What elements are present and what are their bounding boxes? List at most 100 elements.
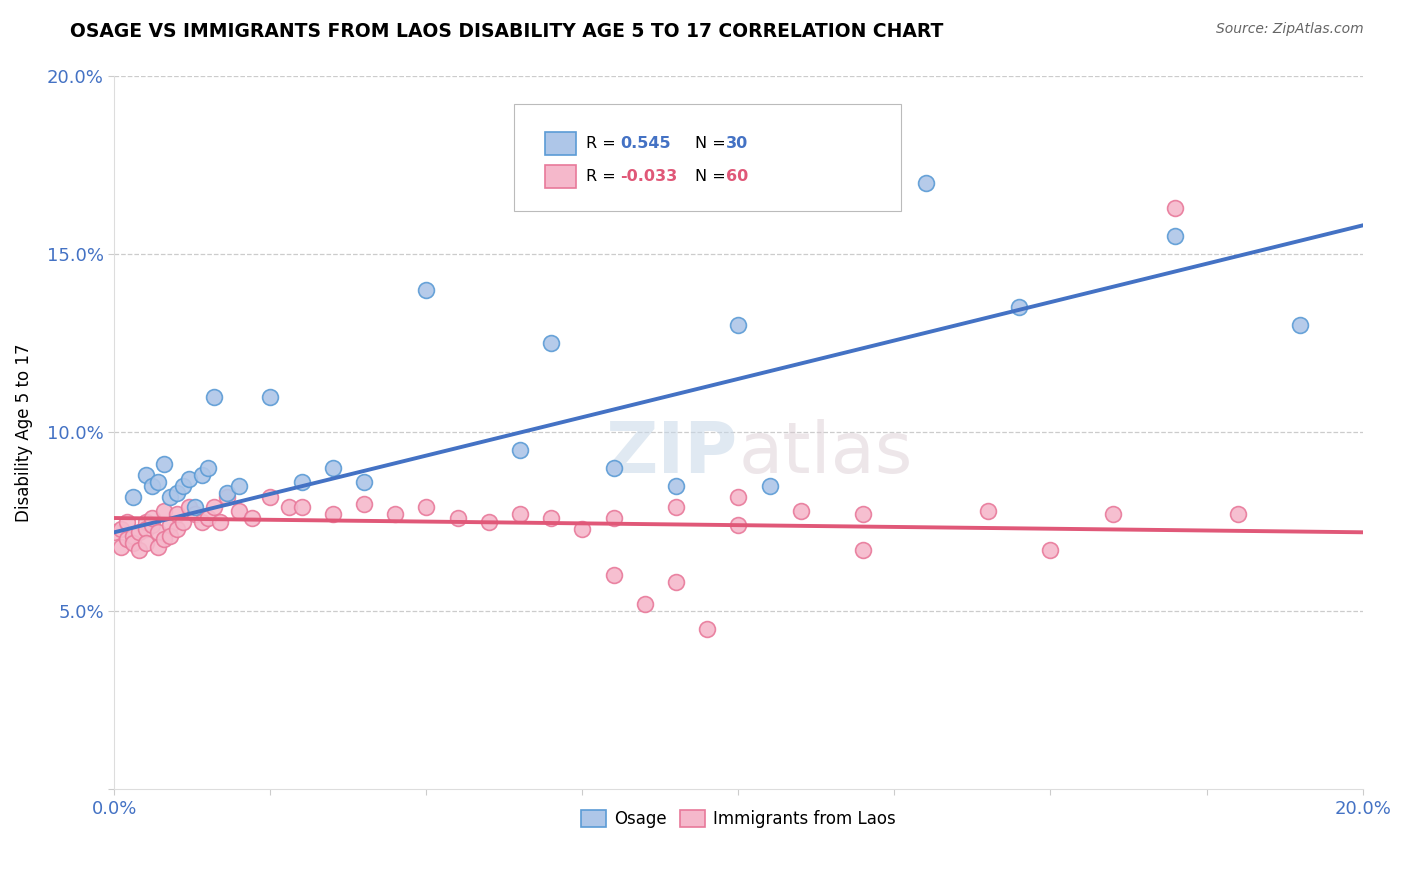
- Point: [977, 504, 1000, 518]
- Point: [290, 500, 312, 515]
- Point: [852, 508, 875, 522]
- Point: [634, 597, 657, 611]
- Point: [259, 390, 281, 404]
- Point: [696, 622, 718, 636]
- Point: [384, 508, 406, 522]
- Point: [110, 540, 132, 554]
- Point: [184, 508, 207, 522]
- Point: [166, 486, 188, 500]
- Point: [153, 458, 176, 472]
- Point: [228, 504, 250, 518]
- Bar: [546, 165, 576, 188]
- Point: [215, 486, 238, 500]
- Text: 60: 60: [725, 169, 748, 185]
- Point: [134, 515, 156, 529]
- Point: [166, 508, 188, 522]
- Text: Source: ZipAtlas.com: Source: ZipAtlas.com: [1216, 22, 1364, 37]
- Point: [353, 475, 375, 490]
- Point: [602, 568, 624, 582]
- Point: [1008, 301, 1031, 315]
- Text: -0.033: -0.033: [620, 169, 678, 185]
- Point: [727, 318, 749, 333]
- Point: [141, 479, 163, 493]
- Point: [322, 508, 344, 522]
- Point: [322, 461, 344, 475]
- Point: [852, 543, 875, 558]
- Point: [415, 283, 437, 297]
- Point: [134, 522, 156, 536]
- Point: [290, 475, 312, 490]
- Text: 30: 30: [725, 136, 748, 151]
- Point: [159, 518, 181, 533]
- Point: [446, 511, 468, 525]
- Text: 0.545: 0.545: [620, 136, 671, 151]
- Text: R =: R =: [586, 169, 621, 185]
- Point: [1164, 201, 1187, 215]
- Point: [353, 497, 375, 511]
- Point: [202, 390, 225, 404]
- Point: [166, 522, 188, 536]
- Text: atlas: atlas: [738, 419, 912, 488]
- Text: N =: N =: [695, 169, 731, 185]
- Point: [509, 443, 531, 458]
- Point: [509, 508, 531, 522]
- Point: [141, 518, 163, 533]
- Text: OSAGE VS IMMIGRANTS FROM LAOS DISABILITY AGE 5 TO 17 CORRELATION CHART: OSAGE VS IMMIGRANTS FROM LAOS DISABILITY…: [70, 22, 943, 41]
- Point: [665, 500, 688, 515]
- Point: [602, 461, 624, 475]
- Point: [215, 490, 238, 504]
- Point: [240, 511, 263, 525]
- Point: [197, 511, 219, 525]
- Point: [103, 525, 125, 540]
- Point: [115, 533, 138, 547]
- Point: [540, 511, 562, 525]
- Point: [727, 490, 749, 504]
- Point: [179, 500, 201, 515]
- Text: R =: R =: [586, 136, 621, 151]
- Point: [571, 522, 593, 536]
- Point: [115, 515, 138, 529]
- Point: [153, 504, 176, 518]
- Point: [1164, 229, 1187, 244]
- Point: [415, 500, 437, 515]
- Point: [727, 518, 749, 533]
- Point: [758, 479, 780, 493]
- Point: [146, 525, 169, 540]
- Point: [153, 533, 176, 547]
- Point: [122, 529, 145, 543]
- Bar: [546, 132, 576, 154]
- Point: [146, 475, 169, 490]
- Point: [134, 536, 156, 550]
- Point: [159, 490, 181, 504]
- Point: [141, 511, 163, 525]
- Point: [128, 543, 150, 558]
- Point: [665, 479, 688, 493]
- Point: [146, 540, 169, 554]
- Point: [179, 472, 201, 486]
- Point: [172, 515, 194, 529]
- Point: [172, 479, 194, 493]
- Point: [1102, 508, 1125, 522]
- Point: [665, 575, 688, 590]
- Point: [159, 529, 181, 543]
- Point: [209, 515, 232, 529]
- Point: [790, 504, 813, 518]
- Point: [259, 490, 281, 504]
- Point: [190, 468, 212, 483]
- Point: [128, 525, 150, 540]
- Point: [278, 500, 301, 515]
- Point: [190, 515, 212, 529]
- Point: [1226, 508, 1249, 522]
- FancyBboxPatch shape: [513, 104, 901, 211]
- Point: [228, 479, 250, 493]
- Point: [602, 511, 624, 525]
- Point: [122, 490, 145, 504]
- Text: N =: N =: [695, 136, 731, 151]
- Point: [540, 336, 562, 351]
- Point: [1039, 543, 1062, 558]
- Point: [134, 468, 156, 483]
- Text: ZIP: ZIP: [606, 419, 738, 488]
- Point: [202, 500, 225, 515]
- Point: [110, 522, 132, 536]
- Point: [122, 536, 145, 550]
